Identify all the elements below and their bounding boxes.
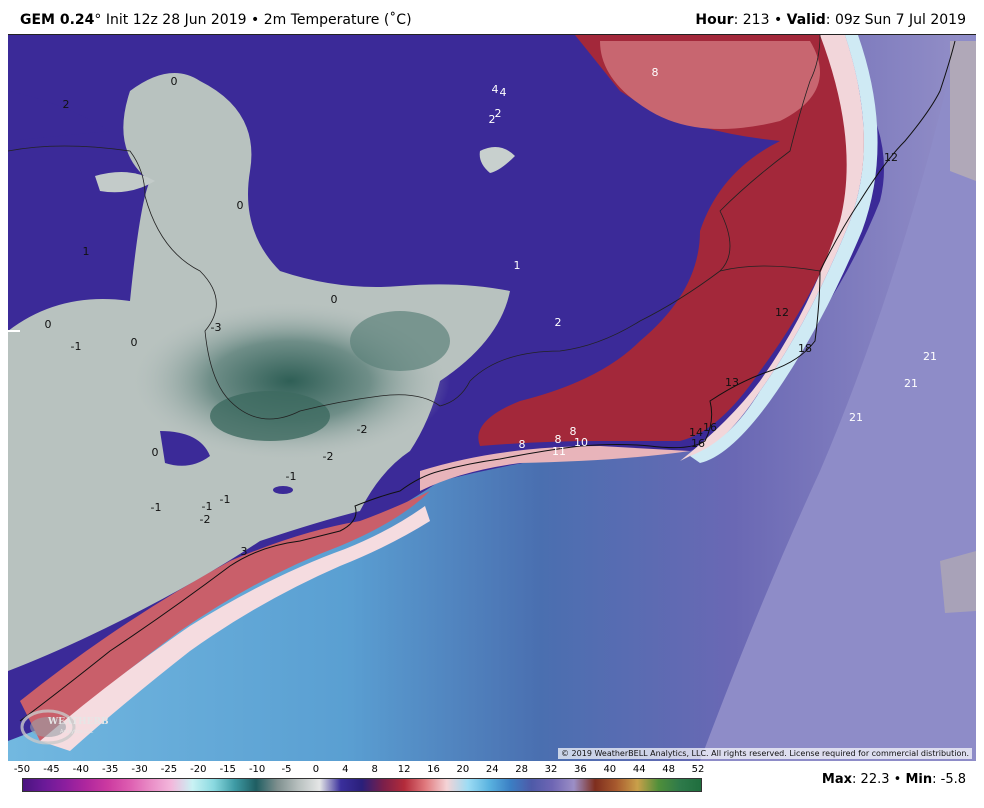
temperature-label: -1: [220, 493, 231, 506]
temperature-label: 1: [83, 245, 90, 258]
colorbar-tick-label: -20: [190, 764, 207, 775]
temperature-label: -1: [71, 340, 82, 353]
colorbar: -50 -45 -40 -35 -30 -25 -20 -15 -10 -5 0 4 8 12 16 20 24…: [0, 760, 984, 808]
colorbar-tick-label: -10: [248, 764, 266, 775]
colorbar-tick-label: -35: [102, 764, 119, 775]
warm-band: [478, 35, 865, 446]
temperature-label: 16: [691, 437, 705, 450]
separator-dot: •: [893, 772, 902, 787]
colorbar-tick-label: 24: [485, 764, 499, 775]
colorbar-tick-label: 12: [397, 764, 411, 775]
svg-text:WEATHERBELL: WEATHERBELL: [47, 717, 108, 727]
max-label: Max: [821, 772, 853, 787]
weatherbell-logo: WEATHERBELL Analytics LLC: [18, 707, 108, 747]
valid-label: Valid: [786, 12, 826, 28]
temperature-label: -2: [357, 423, 368, 436]
temperature-label: 2: [495, 107, 502, 120]
temperature-label: 12: [884, 151, 898, 164]
colorbar-tick-label: 32: [544, 764, 558, 775]
min-label: Min: [905, 772, 933, 787]
temperature-label: 0: [131, 336, 138, 349]
model-title: GEM 0.24° Init 12z 28 Jun 2019 • 2m Temp…: [20, 12, 412, 28]
temperature-label: 1: [514, 259, 521, 272]
temperature-label: 2: [63, 98, 70, 111]
init-time: Init 12z 28 Jun 2019: [105, 12, 247, 28]
temperature-label: 18: [798, 342, 812, 355]
colorbar-tick-label: -50: [13, 764, 31, 775]
temperature-label: 10: [574, 436, 588, 449]
colorbar-tick-label: 8: [371, 764, 378, 775]
temperature-label: 12: [775, 306, 789, 319]
temperature-label: 8: [519, 438, 526, 451]
model-name: GEM 0.24: [20, 12, 95, 28]
colorbar-tick-label: -15: [219, 764, 236, 775]
temperature-label: -2: [323, 450, 334, 463]
temperature-label: 8: [555, 433, 562, 446]
max-value: : 22.3: [852, 772, 890, 787]
colorbar-tick-label: 28: [515, 764, 529, 775]
colorbar-tick-label: -25: [160, 764, 178, 775]
colorbar-tick-label: -5: [281, 764, 292, 775]
state-borders: [144, 35, 821, 420]
temperature-label: 8: [570, 425, 577, 438]
temperature-label: -1: [151, 501, 162, 514]
max-min-stats: Max: 22.3 • Min: -5.8: [822, 772, 966, 787]
colorbar-tick-label: -30: [131, 764, 148, 775]
min-value: : -5.8: [932, 772, 966, 787]
temperature-label: 21: [923, 350, 937, 363]
temperature-label: 14: [689, 426, 703, 439]
degree-symbol: °: [94, 12, 102, 28]
temperature-label: 21: [904, 377, 918, 390]
temperature-label: 0: [45, 318, 52, 331]
copyright-notice: © 2019 WeatherBELL Analytics, LLC. All r…: [558, 748, 972, 759]
colorbar-tick-label: 16: [427, 764, 440, 775]
colorbar-tick-label: -40: [72, 764, 89, 775]
temperature-label: 16: [703, 421, 717, 434]
colorbar-tick-label: 40: [603, 764, 617, 775]
colorbar-tick-label: 20: [456, 764, 470, 775]
temperature-label: -3: [211, 321, 222, 334]
valid-time-info: Hour: 213 • Valid: 09z Sun 7 Jul 2019: [695, 12, 966, 28]
temperature-label: 0: [237, 199, 244, 212]
temperature-label: 8: [652, 66, 659, 79]
temperature-label: 21: [849, 411, 863, 424]
temperature-label: 2: [555, 316, 562, 329]
temperature-label: 0: [331, 293, 338, 306]
colorbar-tick-label: 36: [574, 764, 587, 775]
separator-dot: •: [250, 12, 260, 28]
offshore-warm-band: [700, 35, 976, 761]
hour-label: Hour: [695, 12, 734, 28]
colorbar-tick-label: 48: [662, 764, 675, 775]
temperature-label: 0: [171, 75, 178, 88]
temperature-label: 0: [152, 446, 159, 459]
colorbar-tick-label: 4: [342, 764, 349, 775]
temperature-map[interactable]: 0 2 4 4 2 2 8 0 1 1 0 0 -3 2 12 -1 0 18 21 13 21 21 -2 8 14 16 8 10…: [8, 34, 976, 761]
temperature-label: 11: [552, 445, 566, 458]
svg-text:Analytics LLC: Analytics LLC: [60, 729, 94, 735]
colorbar-scale: [22, 778, 702, 792]
colorbar-tick-label: -45: [43, 764, 60, 775]
coastline: [19, 40, 956, 722]
hour-value: : 213: [733, 12, 770, 28]
temperature-label: 3: [241, 545, 248, 558]
valid-value: : 09z Sun 7 Jul 2019: [825, 12, 966, 28]
temperature-label: -2: [200, 513, 211, 526]
temperature-label: 4: [500, 86, 507, 99]
temperature-label: -1: [202, 500, 213, 513]
field-name: 2m Temperature (˚C): [263, 12, 412, 28]
temperature-label: -1: [286, 470, 297, 483]
temperature-label: 13: [725, 376, 739, 389]
colorbar-tick-label: 44: [632, 764, 646, 775]
colorbar-ticks: -50 -45 -40 -35 -30 -25 -20 -15 -10 -5 0 4 8 12 16 20 24…: [14, 764, 705, 778]
colorbar-tick-label: 52: [691, 764, 705, 775]
temperature-label: 2: [489, 113, 496, 126]
header: GEM 0.24° Init 12z 28 Jun 2019 • 2m Temp…: [0, 0, 984, 34]
temperature-label: 4: [492, 83, 499, 96]
separator-dot: •: [773, 12, 783, 28]
colorbar-tick-label: 0: [312, 764, 320, 775]
